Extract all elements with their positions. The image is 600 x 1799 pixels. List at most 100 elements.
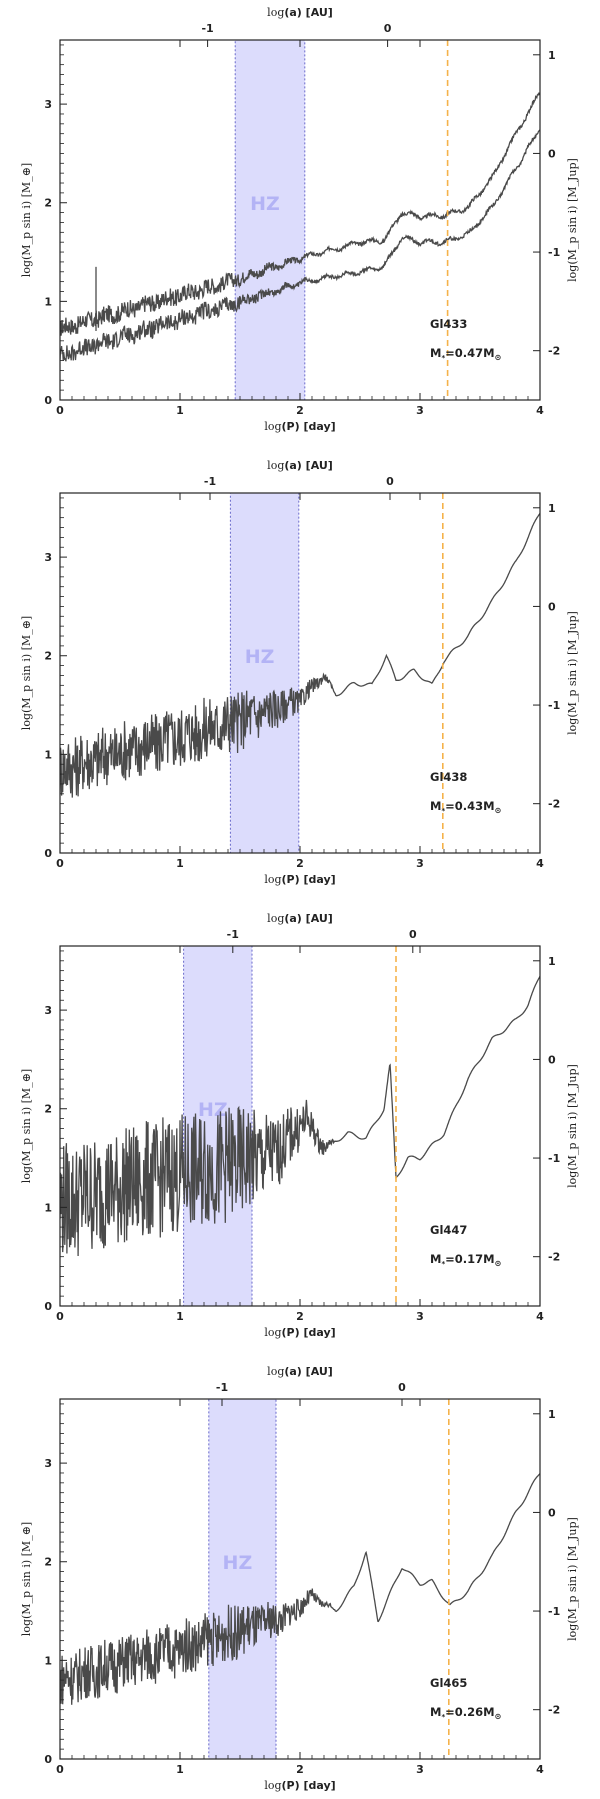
x-tick-label: 4 xyxy=(536,857,544,870)
star-name: Gl433 xyxy=(430,317,467,331)
y-tick-label: 3 xyxy=(44,98,52,111)
series-line-sensitivity xyxy=(60,513,540,798)
right-tick-label: 1 xyxy=(548,49,556,62)
x-tick-label: 4 xyxy=(536,1310,544,1323)
hz-label: HZ xyxy=(223,1552,253,1574)
y-axis-title-right: log(M_p sin i) [M_Jup] xyxy=(566,158,579,282)
y-tick-label: 1 xyxy=(44,1201,52,1214)
habitable-zone-band xyxy=(208,1398,277,1760)
x-tick-label: 2 xyxy=(296,1310,304,1323)
x-tick-label: 0 xyxy=(56,404,64,417)
top-tick-label: -1 xyxy=(227,928,239,941)
y-tick-label: 1 xyxy=(44,295,52,308)
x-axis-title: log(P) [day] xyxy=(264,1326,335,1339)
right-tick-label: 1 xyxy=(548,955,556,968)
y-tick-label: 1 xyxy=(44,748,52,761)
right-tick-label: -1 xyxy=(548,246,560,259)
y-tick-label: 3 xyxy=(44,1004,52,1017)
x-tick-label: 2 xyxy=(296,1763,304,1776)
x-tick-label: 1 xyxy=(176,1310,184,1323)
top-tick-label: 0 xyxy=(409,928,417,941)
star-name: Gl465 xyxy=(430,1676,467,1690)
chart-panel-gl433: HZ 0 1 2 3 4 0 1 2 3 1 0 -1 -2 -1 0 log(P) [day] log(a) [… xyxy=(20,6,579,433)
top-tick-label: 0 xyxy=(386,475,394,488)
y-axis-title-right: log(M_p sin i) [M_Jup] xyxy=(566,1517,579,1641)
x-tick-label: 4 xyxy=(536,404,544,417)
x-tick-label: 0 xyxy=(56,1763,64,1776)
chart-panel-gl438: HZ 0 1 2 3 4 0 1 2 3 1 0 -1 -2 -1 0 log(P) [day] log(a) [… xyxy=(20,459,579,886)
x-tick-label: 1 xyxy=(176,857,184,870)
chart-panel-gl447: HZ 0 1 2 3 4 0 1 2 3 1 0 -1 -2 -1 0 log(P) [day] log(a) [… xyxy=(20,912,579,1339)
right-tick-label: 1 xyxy=(548,502,556,515)
y-tick-label: 2 xyxy=(44,197,52,210)
y-tick-label: 3 xyxy=(44,1457,52,1470)
x-tick-label: 3 xyxy=(416,1310,424,1323)
x-tick-label: 1 xyxy=(176,1763,184,1776)
y-tick-label: 0 xyxy=(44,1753,52,1766)
series-line-sensitivity xyxy=(60,976,540,1257)
right-tick-label: -2 xyxy=(548,1251,560,1264)
y-tick-label: 0 xyxy=(44,847,52,860)
right-tick-label: -2 xyxy=(548,345,560,358)
right-tick-label: 0 xyxy=(548,147,556,160)
top-tick-label: -1 xyxy=(216,1381,228,1394)
y-axis-title-left: log(M_p sin i) [M_⊕] xyxy=(20,1522,33,1636)
right-tick-label: 0 xyxy=(548,1053,556,1066)
x-tick-label: 2 xyxy=(296,404,304,417)
top-tick-label: 0 xyxy=(398,1381,406,1394)
x-tick-label: 4 xyxy=(536,1763,544,1776)
hz-label: HZ xyxy=(198,1099,228,1121)
top-axis-title: log(a) [AU] xyxy=(267,1365,333,1378)
y-tick-label: 2 xyxy=(44,1103,52,1116)
stellar-mass: M*=0.17M⊙ xyxy=(430,1252,501,1268)
star-name: Gl447 xyxy=(430,1223,467,1237)
x-tick-label: 0 xyxy=(56,857,64,870)
y-tick-label: 3 xyxy=(44,551,52,564)
x-axis-title: log(P) [day] xyxy=(264,420,335,433)
y-tick-label: 1 xyxy=(44,1654,52,1667)
series-line-sensitivity xyxy=(60,1473,540,1705)
y-axis-title-left: log(M_p sin i) [M_⊕] xyxy=(20,163,33,277)
y-tick-label: 2 xyxy=(44,650,52,663)
top-tick-label: 0 xyxy=(384,22,392,35)
x-axis-title: log(P) [day] xyxy=(264,873,335,886)
right-tick-label: -1 xyxy=(548,1152,560,1165)
hz-label: HZ xyxy=(245,646,275,668)
stellar-mass: M*=0.47M⊙ xyxy=(430,346,501,362)
top-axis-title: log(a) [AU] xyxy=(267,459,333,472)
right-tick-label: 0 xyxy=(548,1506,556,1519)
x-tick-label: 2 xyxy=(296,857,304,870)
stellar-mass: M*=0.43M⊙ xyxy=(430,799,501,815)
series-group xyxy=(60,976,540,1257)
star-name: Gl438 xyxy=(430,770,467,784)
y-axis-title-left: log(M_p sin i) [M_⊕] xyxy=(20,1069,33,1183)
top-axis-title: log(a) [AU] xyxy=(267,912,333,925)
chart-panel-gl465: HZ 0 1 2 3 4 0 1 2 3 1 0 -1 -2 -1 0 log(P) [day] log(a) [… xyxy=(20,1365,579,1792)
stellar-mass: M*=0.26M⊙ xyxy=(430,1705,501,1721)
right-tick-label: 0 xyxy=(548,600,556,613)
top-tick-label: -1 xyxy=(204,475,216,488)
y-axis-title-left: log(M_p sin i) [M_⊕] xyxy=(20,616,33,730)
right-tick-label: -2 xyxy=(548,1704,560,1717)
right-tick-label: -1 xyxy=(548,1605,560,1618)
series-group xyxy=(60,513,540,798)
habitable-zone-band xyxy=(234,39,306,401)
x-axis-title: log(P) [day] xyxy=(264,1779,335,1792)
y-tick-label: 2 xyxy=(44,1556,52,1569)
series-line-upper xyxy=(60,92,540,336)
x-tick-label: 3 xyxy=(416,857,424,870)
x-tick-label: 3 xyxy=(416,404,424,417)
x-tick-label: 3 xyxy=(416,1763,424,1776)
x-tick-label: 1 xyxy=(176,404,184,417)
right-tick-label: -2 xyxy=(548,798,560,811)
x-tick-label: 0 xyxy=(56,1310,64,1323)
series-line-lower xyxy=(60,129,540,362)
y-axis-title-right: log(M_p sin i) [M_Jup] xyxy=(566,1064,579,1188)
y-tick-label: 0 xyxy=(44,394,52,407)
top-axis-title: log(a) [AU] xyxy=(267,6,333,19)
hz-label: HZ xyxy=(250,193,280,215)
y-axis-title-right: log(M_p sin i) [M_Jup] xyxy=(566,611,579,735)
series-group xyxy=(60,92,540,362)
habitable-zone-band xyxy=(229,492,300,854)
